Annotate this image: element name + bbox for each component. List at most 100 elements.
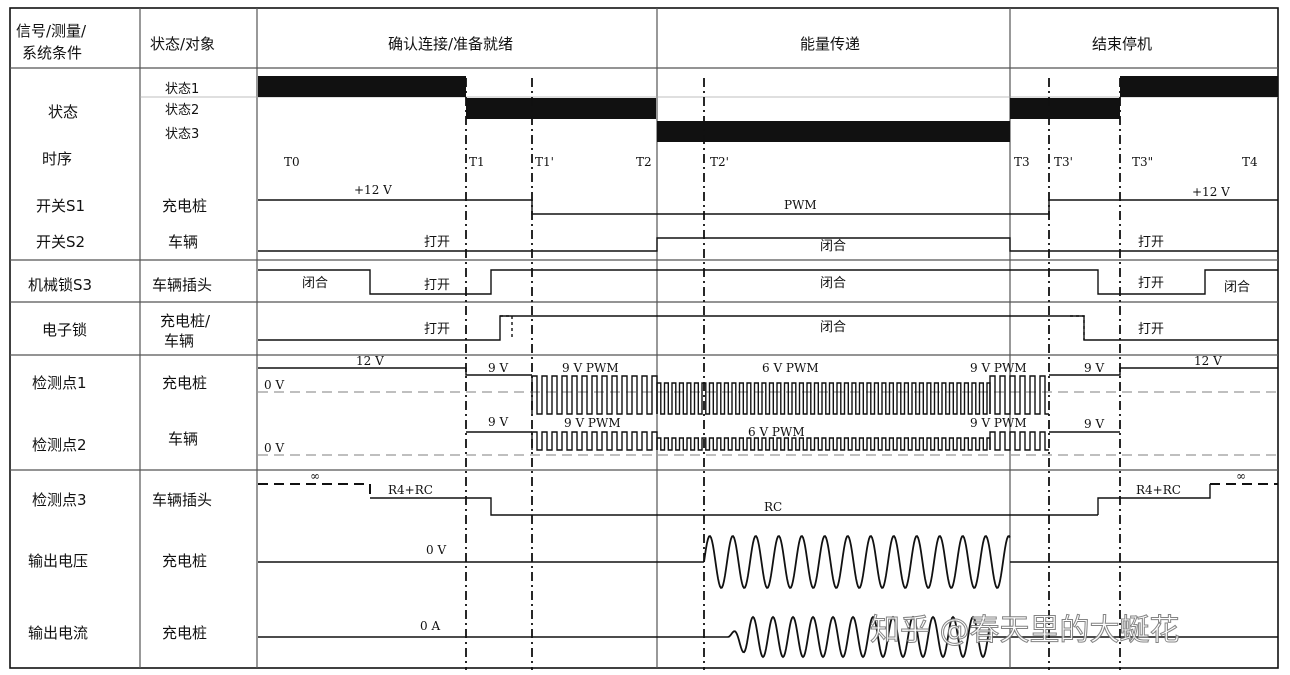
d1-6vpwm: 6 V PWM (762, 361, 819, 375)
header-col1-line2: 系统条件 (22, 44, 82, 62)
detect1-pwm-9v-end (989, 375, 1049, 415)
switch-s2-object: 车辆 (168, 233, 198, 251)
detect3-trace-mid (370, 497, 1098, 516)
d2-6vpwm: 6 V PWM (748, 425, 805, 439)
d1-9vpwm-right: 9 V PWM (970, 361, 1027, 375)
row-label-out-current: 输出电流 (28, 624, 88, 642)
state-bars (258, 76, 1278, 142)
s2-closed: 闭合 (820, 239, 846, 254)
state3-label: 状态3 (165, 127, 199, 142)
time-t2: T2 (636, 155, 652, 169)
s1-pwm: PWM (784, 198, 817, 212)
state1-bar-left (258, 76, 466, 97)
out-current-sine (727, 615, 991, 659)
state2-label: 状态2 (165, 103, 199, 118)
d3-inf-right: ∞ (1236, 469, 1246, 483)
detect3-trace-right (1097, 484, 1211, 515)
time-t3-prime: T3' (1054, 155, 1073, 169)
row-label-e-lock: 电子锁 (42, 321, 87, 339)
s3-closed-mid: 闭合 (820, 276, 846, 291)
detect2-pwm-9v-end (989, 431, 1049, 451)
lock-s3-trace (258, 269, 1278, 295)
time-t0: T0 (284, 155, 300, 169)
watermark-text: 知乎 @春天里的大蜒花 (870, 613, 1180, 648)
time-t2-prime: T2' (710, 155, 729, 169)
e-lock-transition-right (1070, 315, 1085, 340)
s3-closed-right: 闭合 (1224, 280, 1250, 295)
e-lock-object-line1: 充电桩/ (160, 312, 211, 330)
row-label-detect1: 检测点1 (32, 374, 87, 392)
out-voltage-sine (703, 535, 1011, 589)
s2-open-right: 打开 (1138, 235, 1164, 250)
header-phase-end: 结束停机 (1092, 35, 1152, 53)
d3-r4rc-right: R4+RC (1136, 483, 1181, 497)
s1-12v-left: +12 V (354, 183, 392, 197)
d1-12v-left: 12 V (356, 354, 384, 368)
d1-12v-right: 12 V (1194, 354, 1222, 368)
switch-s1-object: 充电桩 (162, 197, 207, 215)
state2-bar-left (466, 98, 656, 119)
state1-bar-right (1120, 76, 1278, 97)
signal-traces (258, 199, 1278, 638)
header-col1-line1: 信号/测量/ (16, 22, 87, 40)
detect1-object: 充电桩 (162, 374, 207, 392)
row-label-lock-s3: 机械锁S3 (28, 276, 92, 294)
detect2-pwm-9v-start (531, 431, 658, 451)
e-lock-trace (258, 315, 1278, 341)
d2-9vpwm-right: 9 V PWM (970, 416, 1027, 430)
s1-12v-right: +12 V (1192, 185, 1230, 199)
d1-9vpwm: 9 V PWM (562, 361, 619, 375)
d2-9v: 9 V (488, 415, 508, 429)
time-t4: T4 (1242, 155, 1258, 169)
detect1-static-right (1049, 367, 1278, 376)
detect1-static-left (258, 367, 532, 376)
row-label-switch-s2: 开关S2 (36, 233, 85, 251)
d1-0v: 0 V (264, 378, 284, 392)
state2-bar-right (1010, 98, 1120, 119)
d2-0v: 0 V (264, 441, 284, 455)
e-lock-transition-left (500, 315, 513, 340)
header-phase-confirm: 确认连接/准备就绪 (388, 35, 513, 53)
d3-r4rc-left: R4+RC (388, 483, 433, 497)
detect3-object: 车辆插头 (152, 491, 212, 509)
time-t1-prime: T1' (535, 155, 554, 169)
row-label-detect3: 检测点3 (32, 491, 87, 509)
d2-9vpwm: 9 V PWM (564, 416, 621, 430)
row-label-out-voltage: 输出电压 (28, 552, 88, 570)
detect2-object: 车辆 (168, 430, 198, 448)
out-current-object: 充电桩 (162, 624, 207, 642)
time-t1: T1 (469, 155, 485, 169)
time-t3: T3 (1014, 155, 1030, 169)
d2-9v-right: 9 V (1084, 417, 1104, 431)
switch-s1-trace (258, 199, 1278, 215)
oc-0a: 0 A (420, 619, 440, 633)
time-marker-lines (465, 78, 1121, 670)
d3-inf-left: ∞ (310, 469, 320, 483)
row-label-switch-s1: 开关S1 (36, 197, 85, 215)
s3-open-left: 打开 (424, 278, 450, 293)
el-open-right: 打开 (1138, 322, 1164, 337)
detect3-infinity-left (258, 483, 371, 498)
time-t3-double-prime: T3" (1132, 155, 1153, 169)
s3-open-right: 打开 (1138, 276, 1164, 291)
d1-9v: 9 V (488, 361, 508, 375)
state1-label: 状态1 (165, 82, 199, 97)
el-open-left: 打开 (424, 322, 450, 337)
header-phase-energy: 能量传递 (800, 35, 860, 53)
e-lock-object-line2: 车辆 (164, 332, 194, 350)
el-closed: 闭合 (820, 320, 846, 335)
detect1-pwm-9v-start (531, 375, 658, 415)
s2-open-left: 打开 (424, 235, 450, 250)
out-voltage-object: 充电桩 (162, 552, 207, 570)
detect2-pwm-6v (656, 437, 991, 451)
s3-closed-left: 闭合 (302, 276, 328, 291)
row-label-state: 状态 (48, 103, 78, 121)
detect1-pwm-6v (656, 382, 991, 415)
d3-rc: RC (764, 500, 782, 514)
state3-bar (657, 121, 1010, 142)
row-label-detect2: 检测点2 (32, 436, 87, 454)
header-col2: 状态/对象 (150, 35, 215, 53)
d1-9v-right: 9 V (1084, 361, 1104, 375)
lock-s3-object: 车辆插头 (152, 276, 212, 294)
